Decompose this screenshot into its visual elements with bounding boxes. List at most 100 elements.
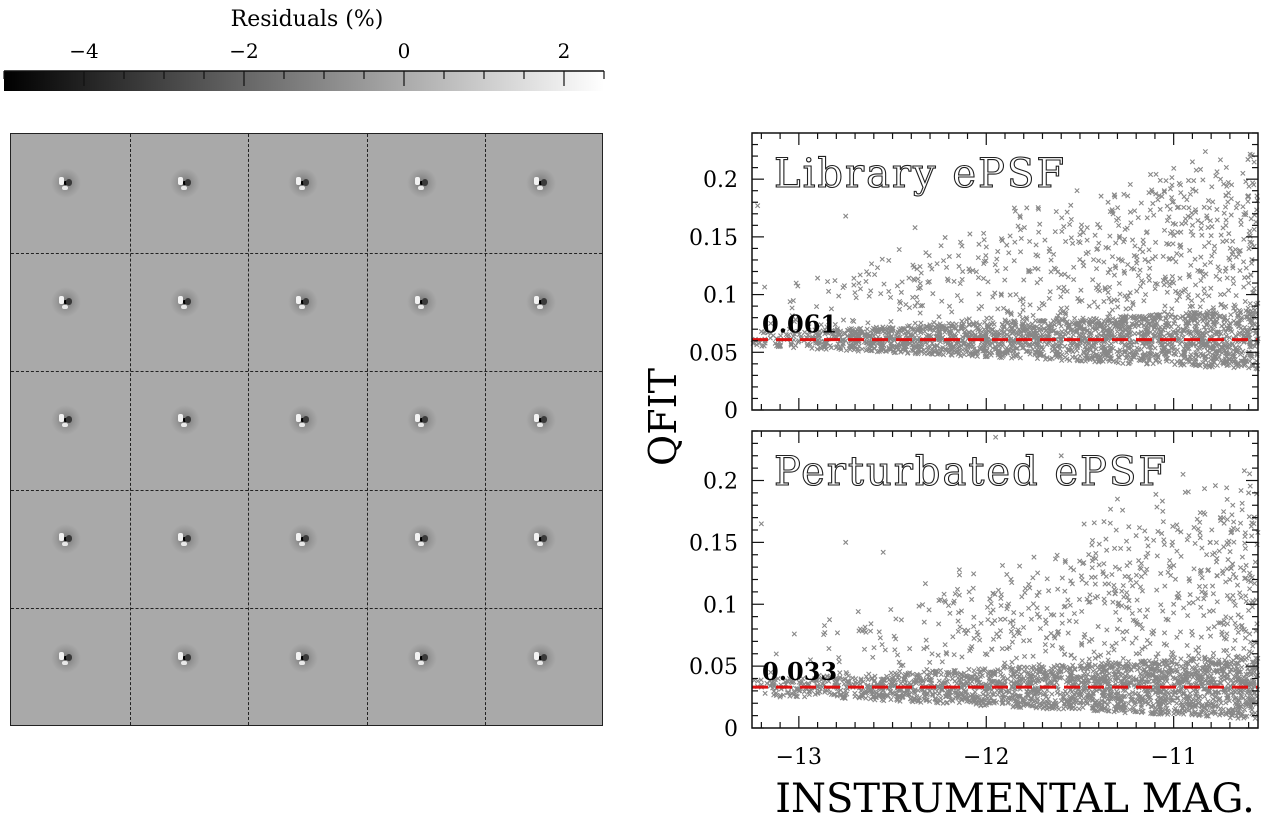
data-point <box>1106 708 1112 714</box>
data-point <box>1210 338 1216 344</box>
data-point <box>1250 643 1256 649</box>
data-point <box>1224 661 1230 667</box>
data-point <box>1125 361 1131 367</box>
data-point <box>1067 665 1073 671</box>
data-point <box>920 678 926 684</box>
data-point <box>957 680 963 686</box>
data-point <box>1196 678 1202 684</box>
data-point <box>1062 557 1068 564</box>
data-point <box>1104 322 1111 329</box>
data-point <box>875 329 881 335</box>
data-point <box>1089 319 1095 325</box>
data-point <box>1247 573 1253 579</box>
data-point <box>1069 240 1076 246</box>
data-point <box>1194 662 1200 668</box>
data-point <box>1210 608 1216 614</box>
residual-cell <box>367 490 486 609</box>
residual-cell <box>367 371 486 490</box>
data-point <box>1092 325 1098 331</box>
data-point <box>1195 313 1202 319</box>
data-point <box>1170 198 1176 205</box>
data-point <box>1070 326 1076 332</box>
data-point <box>983 702 989 708</box>
data-point <box>1211 682 1217 688</box>
data-point <box>894 343 900 349</box>
data-point <box>959 325 965 331</box>
data-point <box>1074 329 1080 335</box>
data-point <box>1229 710 1235 716</box>
data-point <box>1085 681 1091 687</box>
data-point <box>1149 351 1155 357</box>
data-point <box>1048 665 1054 672</box>
data-point <box>1112 564 1118 570</box>
data-point <box>1117 333 1123 340</box>
data-point <box>1249 707 1255 713</box>
data-point <box>1198 341 1204 348</box>
residual-cell <box>248 490 367 609</box>
data-point <box>1137 313 1143 319</box>
data-point <box>1225 694 1231 700</box>
data-point <box>1101 334 1108 340</box>
data-point <box>1233 664 1240 670</box>
data-point <box>806 689 813 695</box>
data-point <box>991 669 997 676</box>
data-point <box>939 298 945 304</box>
data-point <box>1053 336 1059 342</box>
data-point <box>1045 696 1051 702</box>
data-point <box>1002 350 1008 356</box>
data-point <box>1254 621 1260 627</box>
data-point <box>1045 323 1051 329</box>
residual-cell <box>485 134 604 253</box>
data-point <box>1039 664 1045 670</box>
data-point <box>1051 633 1057 639</box>
data-point <box>915 344 921 350</box>
data-point <box>1199 707 1205 713</box>
data-point <box>1020 699 1026 705</box>
data-point <box>867 628 874 634</box>
data-point <box>996 347 1002 354</box>
data-point <box>1060 317 1066 323</box>
data-point <box>1077 353 1083 359</box>
data-point <box>1115 695 1121 701</box>
data-point <box>783 681 789 687</box>
data-point <box>970 343 976 350</box>
data-point <box>1093 688 1100 694</box>
data-point <box>1162 696 1168 702</box>
data-point <box>1031 331 1037 337</box>
data-point <box>992 668 999 674</box>
data-point <box>1012 686 1018 692</box>
data-point <box>1084 327 1091 333</box>
data-point <box>977 327 983 333</box>
data-point <box>927 677 934 683</box>
data-point <box>1187 690 1193 696</box>
data-point <box>1169 659 1175 665</box>
data-point <box>1240 679 1246 685</box>
data-point <box>1049 680 1055 686</box>
data-point <box>918 348 924 355</box>
data-point <box>1166 321 1172 327</box>
data-point <box>1197 699 1203 705</box>
residual-core <box>64 299 68 304</box>
data-point <box>1031 691 1037 698</box>
data-point <box>833 345 839 351</box>
residual-cell <box>130 490 249 609</box>
data-point <box>1134 257 1140 263</box>
data-point <box>1054 316 1060 322</box>
data-point <box>840 340 846 346</box>
data-point <box>956 343 962 350</box>
data-point <box>1007 323 1014 329</box>
data-point <box>881 676 887 682</box>
data-point <box>834 327 840 333</box>
data-point <box>1210 314 1216 320</box>
data-point <box>1013 684 1020 690</box>
data-point <box>1207 679 1214 685</box>
data-point <box>1128 345 1134 351</box>
data-point <box>1117 313 1123 320</box>
data-point <box>1150 671 1156 677</box>
data-point <box>1017 686 1023 692</box>
data-point <box>860 329 866 335</box>
data-point <box>1158 336 1164 342</box>
data-point <box>1249 604 1255 610</box>
data-point <box>1159 674 1165 681</box>
data-point <box>1237 520 1244 526</box>
